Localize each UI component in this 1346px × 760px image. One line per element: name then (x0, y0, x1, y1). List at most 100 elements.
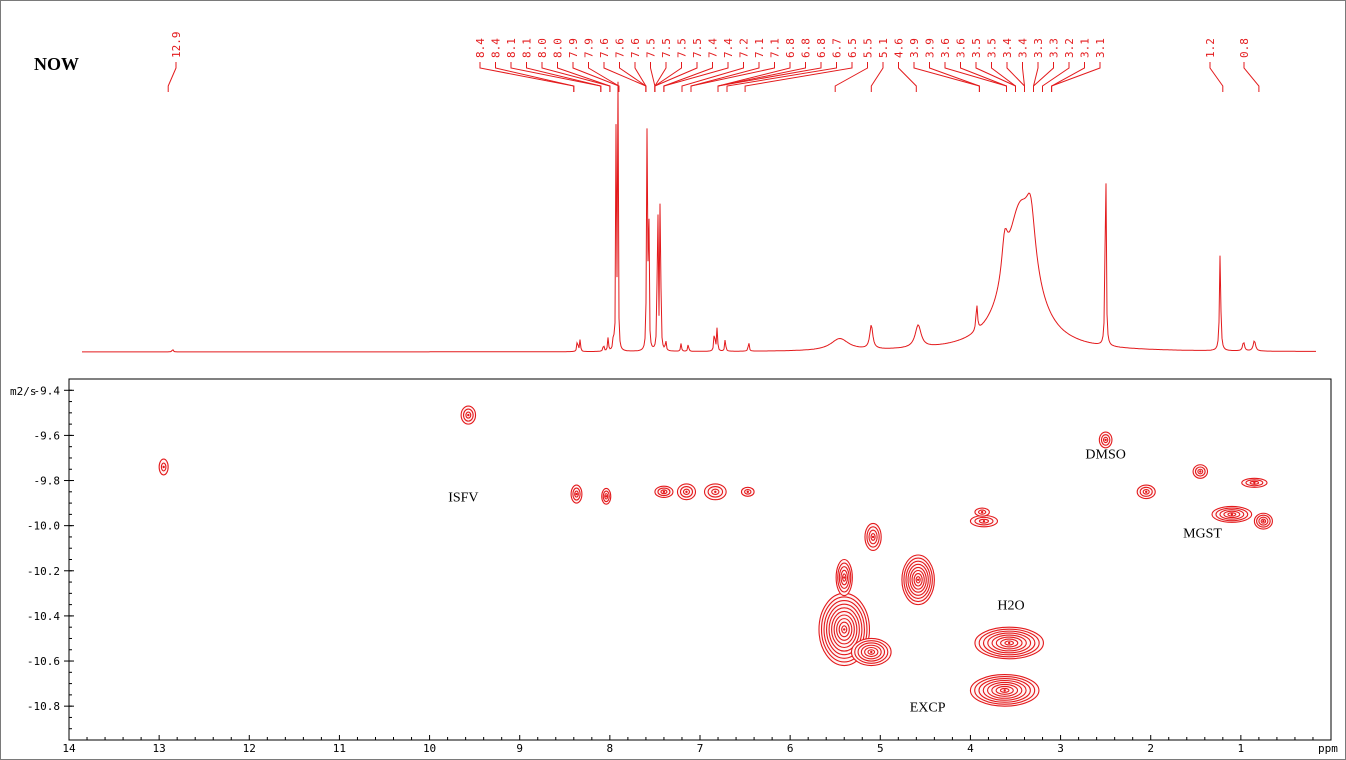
compound-label: H2O (997, 599, 1024, 614)
dosy-contours (158, 405, 1273, 707)
peak-label: 8.1 (521, 38, 534, 58)
peak-label: 7.9 (583, 38, 596, 58)
contour-ring (838, 621, 850, 638)
peak-label: 7.6 (629, 38, 642, 58)
dosy-region-boxes: ISFV EXCP MGST H2O DMSO (448, 447, 1222, 715)
peak-label: 6.5 (846, 38, 859, 58)
contour-ring (707, 485, 724, 498)
region-label: EXCP (910, 700, 946, 715)
contour-ring (841, 625, 848, 634)
contour-ring (982, 630, 1036, 656)
contour-spot (901, 554, 935, 606)
contour-ring (820, 596, 868, 663)
peak-label: 6.8 (800, 38, 813, 58)
region-label: ISFV (448, 491, 478, 506)
contour-spot (703, 483, 727, 501)
contour-center (1007, 641, 1011, 645)
contour-spot (1136, 484, 1156, 500)
peak-leader-line (690, 62, 775, 92)
contour-ring (1197, 468, 1204, 475)
contour-ring (1260, 518, 1267, 524)
peak-leader-line (1209, 62, 1224, 92)
contour-ring (991, 634, 1027, 652)
peak-label: 3.2 (1063, 38, 1076, 58)
contour-center (162, 465, 165, 469)
contour-ring (1249, 480, 1260, 485)
contour-ring (995, 636, 1023, 650)
peak-label: 3.9 (908, 38, 921, 58)
contour-ring (682, 488, 691, 495)
peak-label: 3.5 (986, 38, 999, 58)
peak-leader-line (1243, 62, 1260, 92)
contour-ring (826, 603, 863, 656)
contour-ring (679, 485, 694, 498)
x-tick-label: 1 (1238, 742, 1245, 755)
peak-label: 8.0 (536, 38, 549, 58)
peak-label: 3.5 (970, 38, 983, 58)
contour-ring (854, 640, 889, 664)
contour-ring (465, 411, 472, 419)
contour-spot (740, 486, 755, 497)
y-axis-unit: m2/s (10, 385, 37, 398)
sample-label: NOW (34, 54, 79, 74)
peak-label: 8.4 (474, 38, 487, 58)
contour-ring (657, 487, 671, 497)
contour-spot (864, 522, 882, 552)
contour-ring (602, 490, 610, 503)
contour-center (575, 492, 578, 496)
peak-label: 6.8 (815, 38, 828, 58)
peak-leader-line (726, 62, 837, 92)
peak-label: 7.2 (738, 38, 751, 58)
contour-center (916, 578, 920, 582)
peak-label: 3.4 (1017, 38, 1030, 58)
peak-label: 3.3 (1048, 38, 1061, 58)
peak-label: 4.6 (893, 38, 906, 58)
x-axis-unit: ppm (1318, 742, 1338, 755)
peak-label: 7.9 (567, 38, 580, 58)
peak-label: 0.8 (1238, 38, 1251, 58)
contour-spot (158, 458, 169, 476)
peak-leader-line (634, 62, 647, 92)
x-tick-label: 4 (967, 742, 974, 755)
contour-center (982, 519, 986, 523)
contour-spot (974, 507, 990, 517)
contour-ring (660, 489, 668, 495)
peak-leader-line (1022, 62, 1025, 92)
peak-label: 7.1 (769, 38, 782, 58)
contour-ring (911, 569, 925, 590)
contour-ring (974, 675, 1036, 705)
y-tick-label: -9.6 (34, 429, 61, 442)
peak-labels: 12.9 8.4 8.4 8.1 8.1 8.0 8.0 7.9 7.9 7.6 7.6 7.6 7.5… (167, 32, 1260, 92)
x-tick-label: 7 (697, 742, 704, 755)
contour-ring (857, 642, 886, 662)
contour-spot (974, 626, 1044, 660)
peak-label: 3.1 (1094, 38, 1107, 58)
contour-ring (1223, 510, 1241, 519)
contour-ring (1004, 640, 1015, 646)
contour-ring (833, 614, 855, 645)
contour-ring (868, 529, 878, 545)
contour-center (1230, 513, 1234, 516)
contour-ring (744, 489, 752, 495)
peak-label: 6.7 (831, 38, 844, 58)
contour-center (1145, 490, 1148, 494)
y-tick-label: -10.4 (27, 610, 60, 623)
peak-leader-line (991, 62, 1016, 92)
nmr-spectrum (82, 81, 1316, 353)
x-tick-label: 13 (153, 742, 166, 755)
contour-ring (870, 533, 876, 541)
contour-ring (915, 576, 921, 584)
contour-ring (1258, 516, 1269, 526)
contour-center (980, 510, 984, 514)
x-tick-label: 9 (516, 742, 523, 755)
peak-label: 3.4 (1001, 38, 1014, 58)
peak-label: 3.3 (1032, 38, 1045, 58)
x-tick-label: 12 (243, 742, 256, 755)
contour-ring (907, 563, 929, 596)
peak-label: 3.6 (939, 38, 952, 58)
peak-leader-line (1051, 62, 1101, 92)
peak-leader-line (526, 62, 602, 92)
contour-ring (462, 408, 474, 422)
y-tick-label: -10.6 (27, 655, 60, 668)
contour-ring (828, 607, 860, 652)
